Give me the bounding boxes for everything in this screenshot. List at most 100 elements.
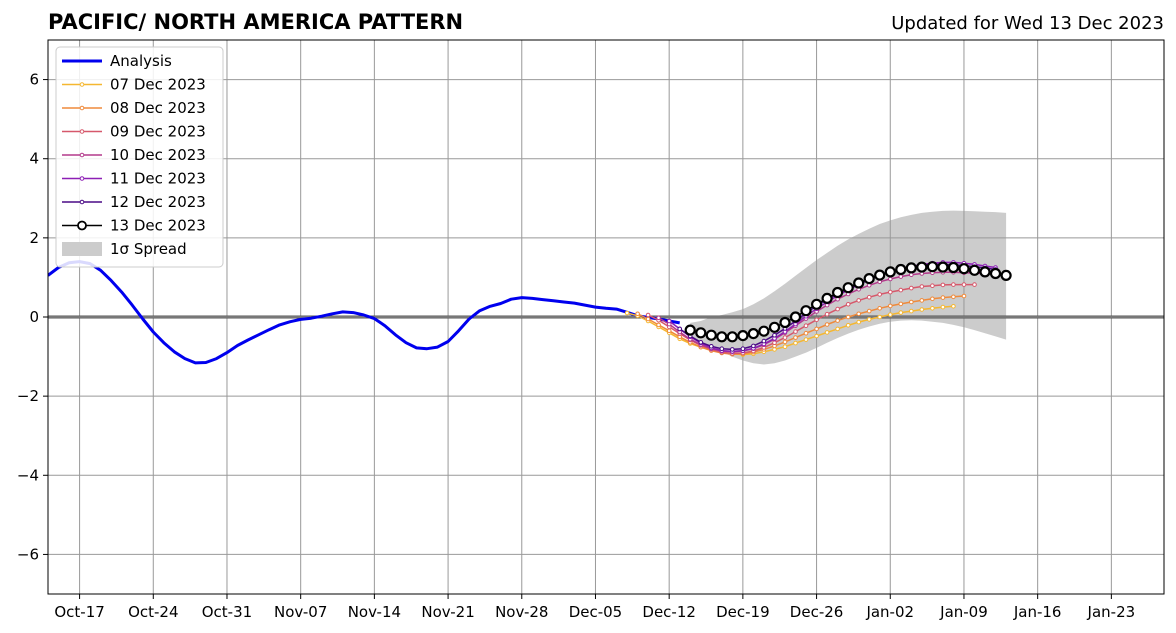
forecast-point-f08 bbox=[961, 293, 967, 299]
legend-label-f10: 10 Dec 2023 bbox=[110, 146, 206, 164]
forecast-point-f09 bbox=[877, 292, 883, 297]
forecast-point-f09 bbox=[951, 282, 956, 287]
forecast-point-f13 bbox=[989, 267, 1002, 280]
forecast-point-f08 bbox=[909, 299, 914, 305]
forecast-point-f12 bbox=[677, 326, 683, 332]
forecast-point-f08 bbox=[845, 314, 851, 320]
forecast-point-f13 bbox=[947, 261, 960, 274]
forecast-point-f09 bbox=[866, 294, 872, 300]
forecast-point-f11 bbox=[666, 318, 672, 324]
x-tick-label: Oct-17 bbox=[54, 603, 104, 621]
forecast-point-f07 bbox=[782, 344, 788, 350]
forecast-point-f08 bbox=[803, 330, 809, 336]
forecast-point-f13 bbox=[895, 263, 907, 276]
forecast-point-f13 bbox=[853, 277, 865, 289]
forecast-point-f12 bbox=[719, 346, 725, 352]
legend-swatch-marker-f13 bbox=[77, 220, 87, 231]
x-tick-label: Dec-19 bbox=[716, 603, 770, 621]
forecast-point-f13 bbox=[789, 311, 802, 323]
x-tick-label: Oct-24 bbox=[128, 603, 178, 621]
forecast-point-f08 bbox=[656, 322, 661, 328]
chart-subtitle: Updated for Wed 13 Dec 2023 bbox=[891, 13, 1164, 34]
forecast-point-f13 bbox=[758, 325, 770, 337]
x-tick-label: Jan-02 bbox=[865, 603, 914, 621]
forecast-point-f09 bbox=[824, 311, 830, 317]
forecast-point-f13 bbox=[726, 331, 738, 343]
legend-swatch-marker-f07 bbox=[79, 82, 85, 87]
forecast-point-f09 bbox=[645, 312, 651, 318]
forecast-point-f08 bbox=[877, 306, 883, 311]
forecast-point-f13 bbox=[958, 263, 970, 275]
legend-label-f08: 08 Dec 2023 bbox=[110, 99, 206, 117]
forecast-point-f07 bbox=[835, 326, 840, 332]
forecast-point-f08 bbox=[856, 311, 862, 317]
forecast-point-f13 bbox=[863, 273, 875, 285]
forecast-point-f13 bbox=[800, 305, 812, 317]
forecast-point-f09 bbox=[961, 282, 967, 287]
legend-swatch-marker-f11 bbox=[79, 176, 85, 181]
forecast-point-f07 bbox=[909, 308, 914, 314]
forecast-point-f07 bbox=[856, 319, 862, 325]
forecast-point-f08 bbox=[635, 311, 640, 317]
forecast-point-f08 bbox=[888, 303, 893, 309]
forecast-point-f08 bbox=[782, 339, 788, 345]
forecast-point-f13 bbox=[737, 330, 749, 342]
x-tick-label: Dec-12 bbox=[642, 603, 696, 621]
forecast-point-f07 bbox=[951, 304, 956, 309]
forecast-point-f07 bbox=[793, 340, 798, 346]
legend-label-f11: 11 Dec 2023 bbox=[110, 170, 206, 188]
forecast-point-f13 bbox=[684, 324, 696, 336]
forecast-point-f09 bbox=[930, 283, 935, 289]
y-tick-label: 4 bbox=[29, 150, 39, 168]
forecast-point-f08 bbox=[666, 328, 672, 334]
y-tick-label: 6 bbox=[29, 71, 39, 89]
forecast-point-f13 bbox=[905, 262, 917, 274]
forecast-point-f13 bbox=[874, 269, 886, 281]
forecast-point-f13 bbox=[937, 261, 949, 273]
forecast-point-f13 bbox=[842, 282, 854, 294]
forecast-point-f08 bbox=[898, 301, 904, 307]
forecast-point-f09 bbox=[814, 317, 819, 323]
forecast-point-f13 bbox=[705, 329, 717, 341]
forecast-point-f13 bbox=[1000, 269, 1012, 281]
forecast-point-f08 bbox=[793, 335, 798, 340]
forecast-point-f09 bbox=[835, 306, 840, 312]
forecast-point-f13 bbox=[831, 286, 844, 299]
forecast-point-f13 bbox=[926, 261, 939, 273]
forecast-point-f12 bbox=[709, 344, 714, 349]
forecast-point-f07 bbox=[877, 314, 883, 320]
plot-area: Oct-17 Oct-24 Oct-31 Nov-07 Nov-14 Nov-21 Nov-… bbox=[17, 39, 1165, 621]
legend-label-spread: 1σ Spread bbox=[110, 240, 187, 258]
forecast-point-f09 bbox=[898, 287, 904, 293]
forecast-point-f13 bbox=[810, 298, 823, 310]
forecast-point-f07 bbox=[866, 317, 872, 322]
legend-swatch-marker-f08 bbox=[79, 105, 85, 111]
legend-swatch-marker-f10 bbox=[79, 152, 85, 158]
forecast-point-f07 bbox=[919, 307, 925, 312]
x-tick-label: Jan-09 bbox=[939, 603, 988, 621]
forecast-point-f07 bbox=[814, 333, 819, 339]
forecast-point-f13 bbox=[779, 316, 791, 329]
x-tick-label: Dec-05 bbox=[569, 603, 623, 621]
forecast-point-f07 bbox=[940, 304, 946, 310]
legend-label-analysis: Analysis bbox=[110, 52, 172, 70]
forecast-point-f07 bbox=[803, 337, 809, 342]
forecast-point-f09 bbox=[940, 282, 946, 288]
forecast-point-f12 bbox=[772, 332, 777, 338]
forecast-point-f09 bbox=[972, 282, 977, 287]
forecast-point-f07 bbox=[888, 312, 893, 317]
forecast-point-f08 bbox=[866, 308, 872, 314]
forecast-point-f07 bbox=[845, 323, 851, 328]
legend-swatch-marker-f09 bbox=[79, 129, 85, 134]
legend-label-f09: 09 Dec 2023 bbox=[110, 123, 206, 141]
forecast-point-f09 bbox=[845, 302, 851, 307]
y-tick-label: 2 bbox=[29, 229, 39, 247]
x-tick-label: Nov-14 bbox=[348, 603, 401, 621]
forecast-point-f13 bbox=[884, 266, 896, 278]
forecast-point-f10 bbox=[888, 276, 893, 282]
forecast-point-f08 bbox=[919, 298, 925, 303]
forecast-point-f12 bbox=[730, 347, 735, 352]
forecast-point-f09 bbox=[909, 285, 914, 291]
forecast-point-f09 bbox=[793, 329, 798, 334]
forecast-point-f12 bbox=[761, 338, 767, 344]
